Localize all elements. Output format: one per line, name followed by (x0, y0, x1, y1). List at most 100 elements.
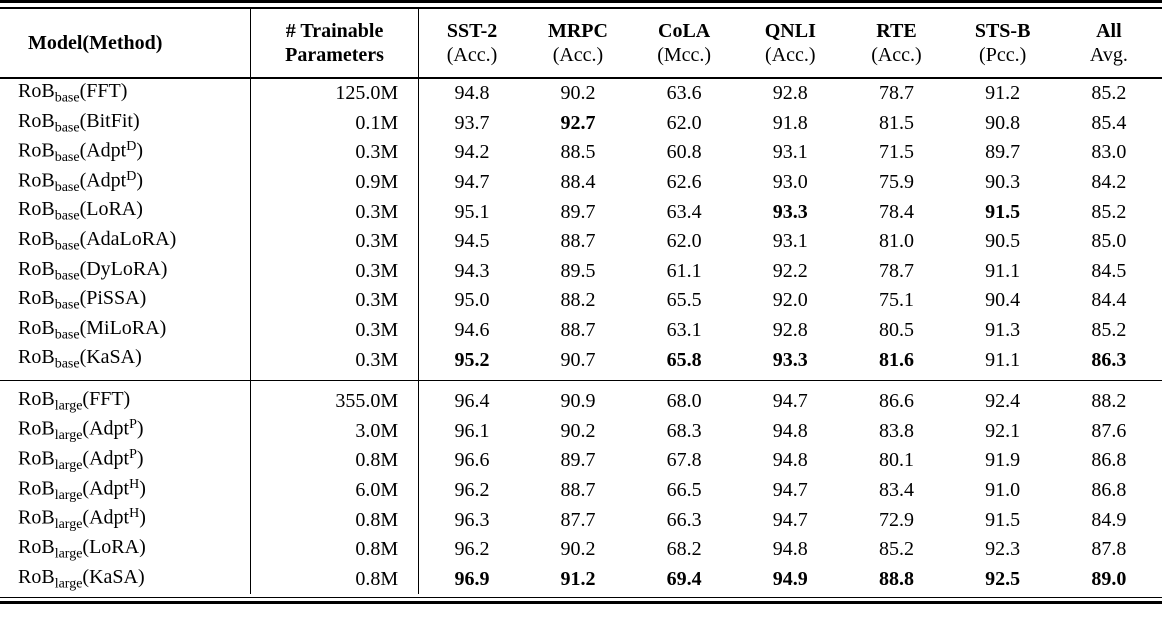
value-cell: 95.0 (454, 289, 490, 312)
value-cell: 94.7 (772, 508, 808, 531)
model-cell: RoBlarge(LoRA) (0, 534, 251, 564)
params-cell: 0.3M (250, 285, 420, 316)
value-cell: 94.6 (454, 319, 490, 342)
params-cell: 0.3M (250, 137, 420, 168)
header-all-avg: All Avg. (1055, 8, 1162, 79)
value-cell: 62.0 (666, 111, 702, 134)
value-cell: 91.8 (772, 111, 808, 134)
value-cell: 85.4 (1091, 111, 1127, 134)
header-stsb-metric: (Pcc.) (979, 43, 1027, 66)
value-cell: 75.1 (878, 289, 914, 312)
value-cell: 90.4 (985, 289, 1021, 312)
value-cell: 71.5 (878, 141, 914, 164)
value-cell: 91.5 (985, 200, 1021, 223)
model-cell: RoBlarge(FFT) (0, 380, 251, 417)
header-mrpc-name: MRPC (547, 19, 608, 42)
value-cell: 96.2 (454, 479, 490, 502)
header-cola: CoLA (Mcc.) (631, 8, 738, 79)
value-cell: 66.3 (666, 508, 702, 531)
table-row: RoBbase(FFT) 125.0M 94.8 90.2 63.6 92.8 78.7 91… (0, 77, 1162, 109)
header-qnli-name: QNLI (764, 19, 816, 42)
value-cell: 92.8 (772, 319, 808, 342)
value-cell: 67.8 (666, 449, 702, 472)
header-sst2: SST-2 (Acc.) (418, 8, 525, 79)
value-cell: 91.3 (985, 319, 1021, 342)
table-row: RoBlarge(AdptH) 6.0M 96.2 88.7 66.5 94.7 83.4 9… (0, 475, 1162, 505)
value-cell: 88.4 (560, 171, 596, 194)
value-cell: 92.7 (560, 111, 596, 134)
table-row: RoBlarge(AdptP) 3.0M 96.1 90.2 68.3 94.8 83.8 9… (0, 416, 1162, 446)
header-qnli-metric: (Acc.) (765, 43, 816, 66)
value-cell: 93.7 (454, 111, 490, 134)
value-cell: 96.3 (454, 508, 490, 531)
value-cell: 78.4 (878, 200, 914, 223)
value-cell: 84.5 (1091, 259, 1127, 282)
value-cell: 87.6 (1091, 419, 1127, 442)
params-cell: 0.1M (250, 108, 420, 138)
header-qnli: QNLI (Acc.) (737, 8, 844, 79)
value-cell: 65.5 (666, 289, 702, 312)
model-cell: RoBbase(BitFit) (0, 108, 251, 138)
value-cell: 81.5 (878, 111, 914, 134)
value-cell: 92.3 (985, 538, 1021, 561)
value-cell: 81.0 (878, 230, 914, 253)
value-cell: 89.7 (560, 449, 596, 472)
method-variant-superscript: H (129, 476, 140, 492)
model-size-subscript: base (54, 238, 80, 254)
value-cell: 88.7 (560, 319, 596, 342)
value-cell: 91.1 (985, 348, 1021, 371)
value-cell: 92.4 (949, 380, 1056, 417)
table-row: RoBbase(AdaLoRA) 0.3M 94.5 88.7 62.0 93.1 81.0… (0, 226, 1162, 257)
value-cell: 89.7 (560, 200, 596, 223)
table-row: RoBlarge(AdptH) 0.8M 96.3 87.7 66.3 94.7 72.9 9… (0, 504, 1162, 535)
model-cell: RoBbase(PiSSA) (0, 285, 251, 316)
value-cell: 78.7 (878, 82, 914, 105)
params-cell: 355.0M (250, 380, 420, 417)
value-cell: 80.5 (878, 319, 914, 342)
value-cell: 85.2 (878, 538, 914, 561)
model-size-subscript: large (54, 428, 83, 444)
value-cell: 86.8 (1091, 479, 1127, 502)
value-cell: 96.1 (454, 419, 490, 442)
model-size-subscript: large (54, 546, 83, 562)
header-cola-name: CoLA (658, 19, 711, 42)
value-cell: 94.8 (454, 82, 490, 105)
value-cell: 88.2 (560, 289, 596, 312)
value-cell: 90.2 (560, 538, 596, 561)
table-section: RoBbase(FFT) 125.0M 94.8 90.2 63.6 92.8 78.7 91… (0, 77, 1162, 381)
top-rule-thick (0, 0, 1162, 3)
value-cell: 94.7 (737, 380, 844, 417)
model-cell: RoBbase(AdaLoRA) (0, 226, 251, 257)
value-cell: 86.3 (1091, 348, 1127, 371)
value-cell: 93.3 (772, 200, 808, 223)
value-cell: 86.6 (843, 380, 950, 417)
value-cell: 90.2 (560, 419, 596, 442)
params-cell: 0.8M (250, 504, 420, 535)
model-size-subscript: large (54, 576, 83, 592)
value-cell: 89.5 (560, 259, 596, 282)
value-cell: 68.2 (666, 538, 702, 561)
model-size-subscript: large (54, 487, 83, 503)
value-cell: 90.9 (524, 380, 632, 417)
table-row: RoBlarge(LoRA) 0.8M 96.2 90.2 68.2 94.8 85.2 92… (0, 534, 1162, 564)
params-cell: 0.9M (250, 167, 420, 197)
value-cell: 91.1 (985, 259, 1021, 282)
value-cell: 75.9 (878, 171, 914, 194)
value-cell: 96.9 (454, 567, 490, 590)
method-variant-superscript: P (129, 446, 137, 462)
header-rte-metric: (Acc.) (871, 43, 922, 66)
value-cell: 72.9 (878, 508, 914, 531)
value-cell: 78.7 (878, 259, 914, 282)
value-cell: 68.3 (666, 419, 702, 442)
model-size-subscript: base (54, 356, 80, 372)
value-cell: 85.2 (1091, 200, 1127, 223)
value-cell: 91.2 (985, 82, 1021, 105)
method-variant-superscript: D (126, 168, 137, 184)
value-cell: 61.1 (666, 259, 702, 282)
value-cell: 85.2 (1091, 82, 1127, 105)
value-cell: 89.7 (985, 141, 1021, 164)
header-cola-metric: (Mcc.) (657, 43, 712, 66)
value-cell: 95.2 (454, 348, 490, 371)
model-cell: RoBlarge(AdptH) (0, 475, 251, 505)
